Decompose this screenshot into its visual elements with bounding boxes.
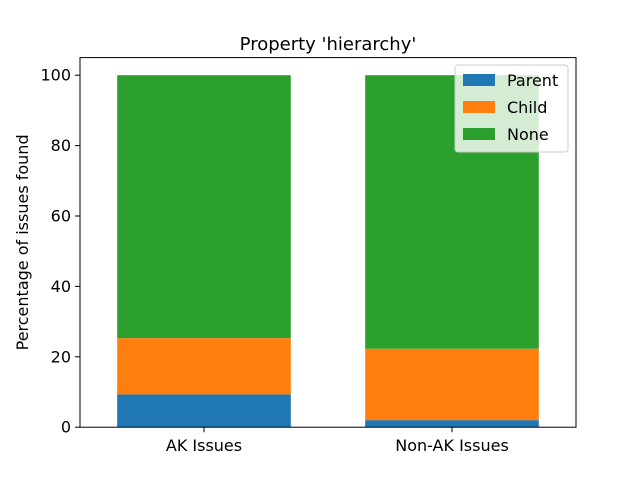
legend[interactable]: Parent Child None — [454, 64, 569, 153]
legend-swatch-child — [463, 101, 495, 113]
bar-parent-non-ak-issues — [365, 420, 539, 428]
legend-swatch-parent — [463, 74, 495, 86]
bars-group — [117, 75, 539, 428]
bar-child-ak-issues — [117, 338, 291, 395]
x-tick-label: Non-AK Issues — [395, 436, 509, 455]
x-tick-label: AK Issues — [166, 436, 242, 455]
legend-label-none: None — [507, 125, 549, 144]
y-tick-label: 60 — [51, 207, 71, 226]
legend-label-child: Child — [507, 98, 547, 117]
x-axis: AK Issues Non-AK Issues — [166, 427, 509, 455]
chart-title: Property 'hierarchy' — [240, 34, 417, 55]
y-tick-label: 40 — [51, 277, 71, 296]
y-tick-label: 0 — [61, 418, 71, 437]
plot-frame — [79, 57, 577, 428]
y-tick-label: 100 — [40, 66, 71, 85]
bar-parent-ak-issues — [117, 394, 291, 428]
y-tick-label: 80 — [51, 136, 71, 155]
legend-swatch-none — [463, 128, 495, 140]
legend-label-parent: Parent — [507, 71, 558, 90]
bar-none-ak-issues — [117, 75, 291, 339]
plot-area — [79, 57, 577, 428]
y-tick-label: 20 — [51, 347, 71, 366]
y-axis-label: Percentage of issues found — [13, 134, 32, 350]
bar-child-non-ak-issues — [365, 348, 539, 421]
y-axis: 0 20 40 60 80 100 — [40, 66, 80, 437]
